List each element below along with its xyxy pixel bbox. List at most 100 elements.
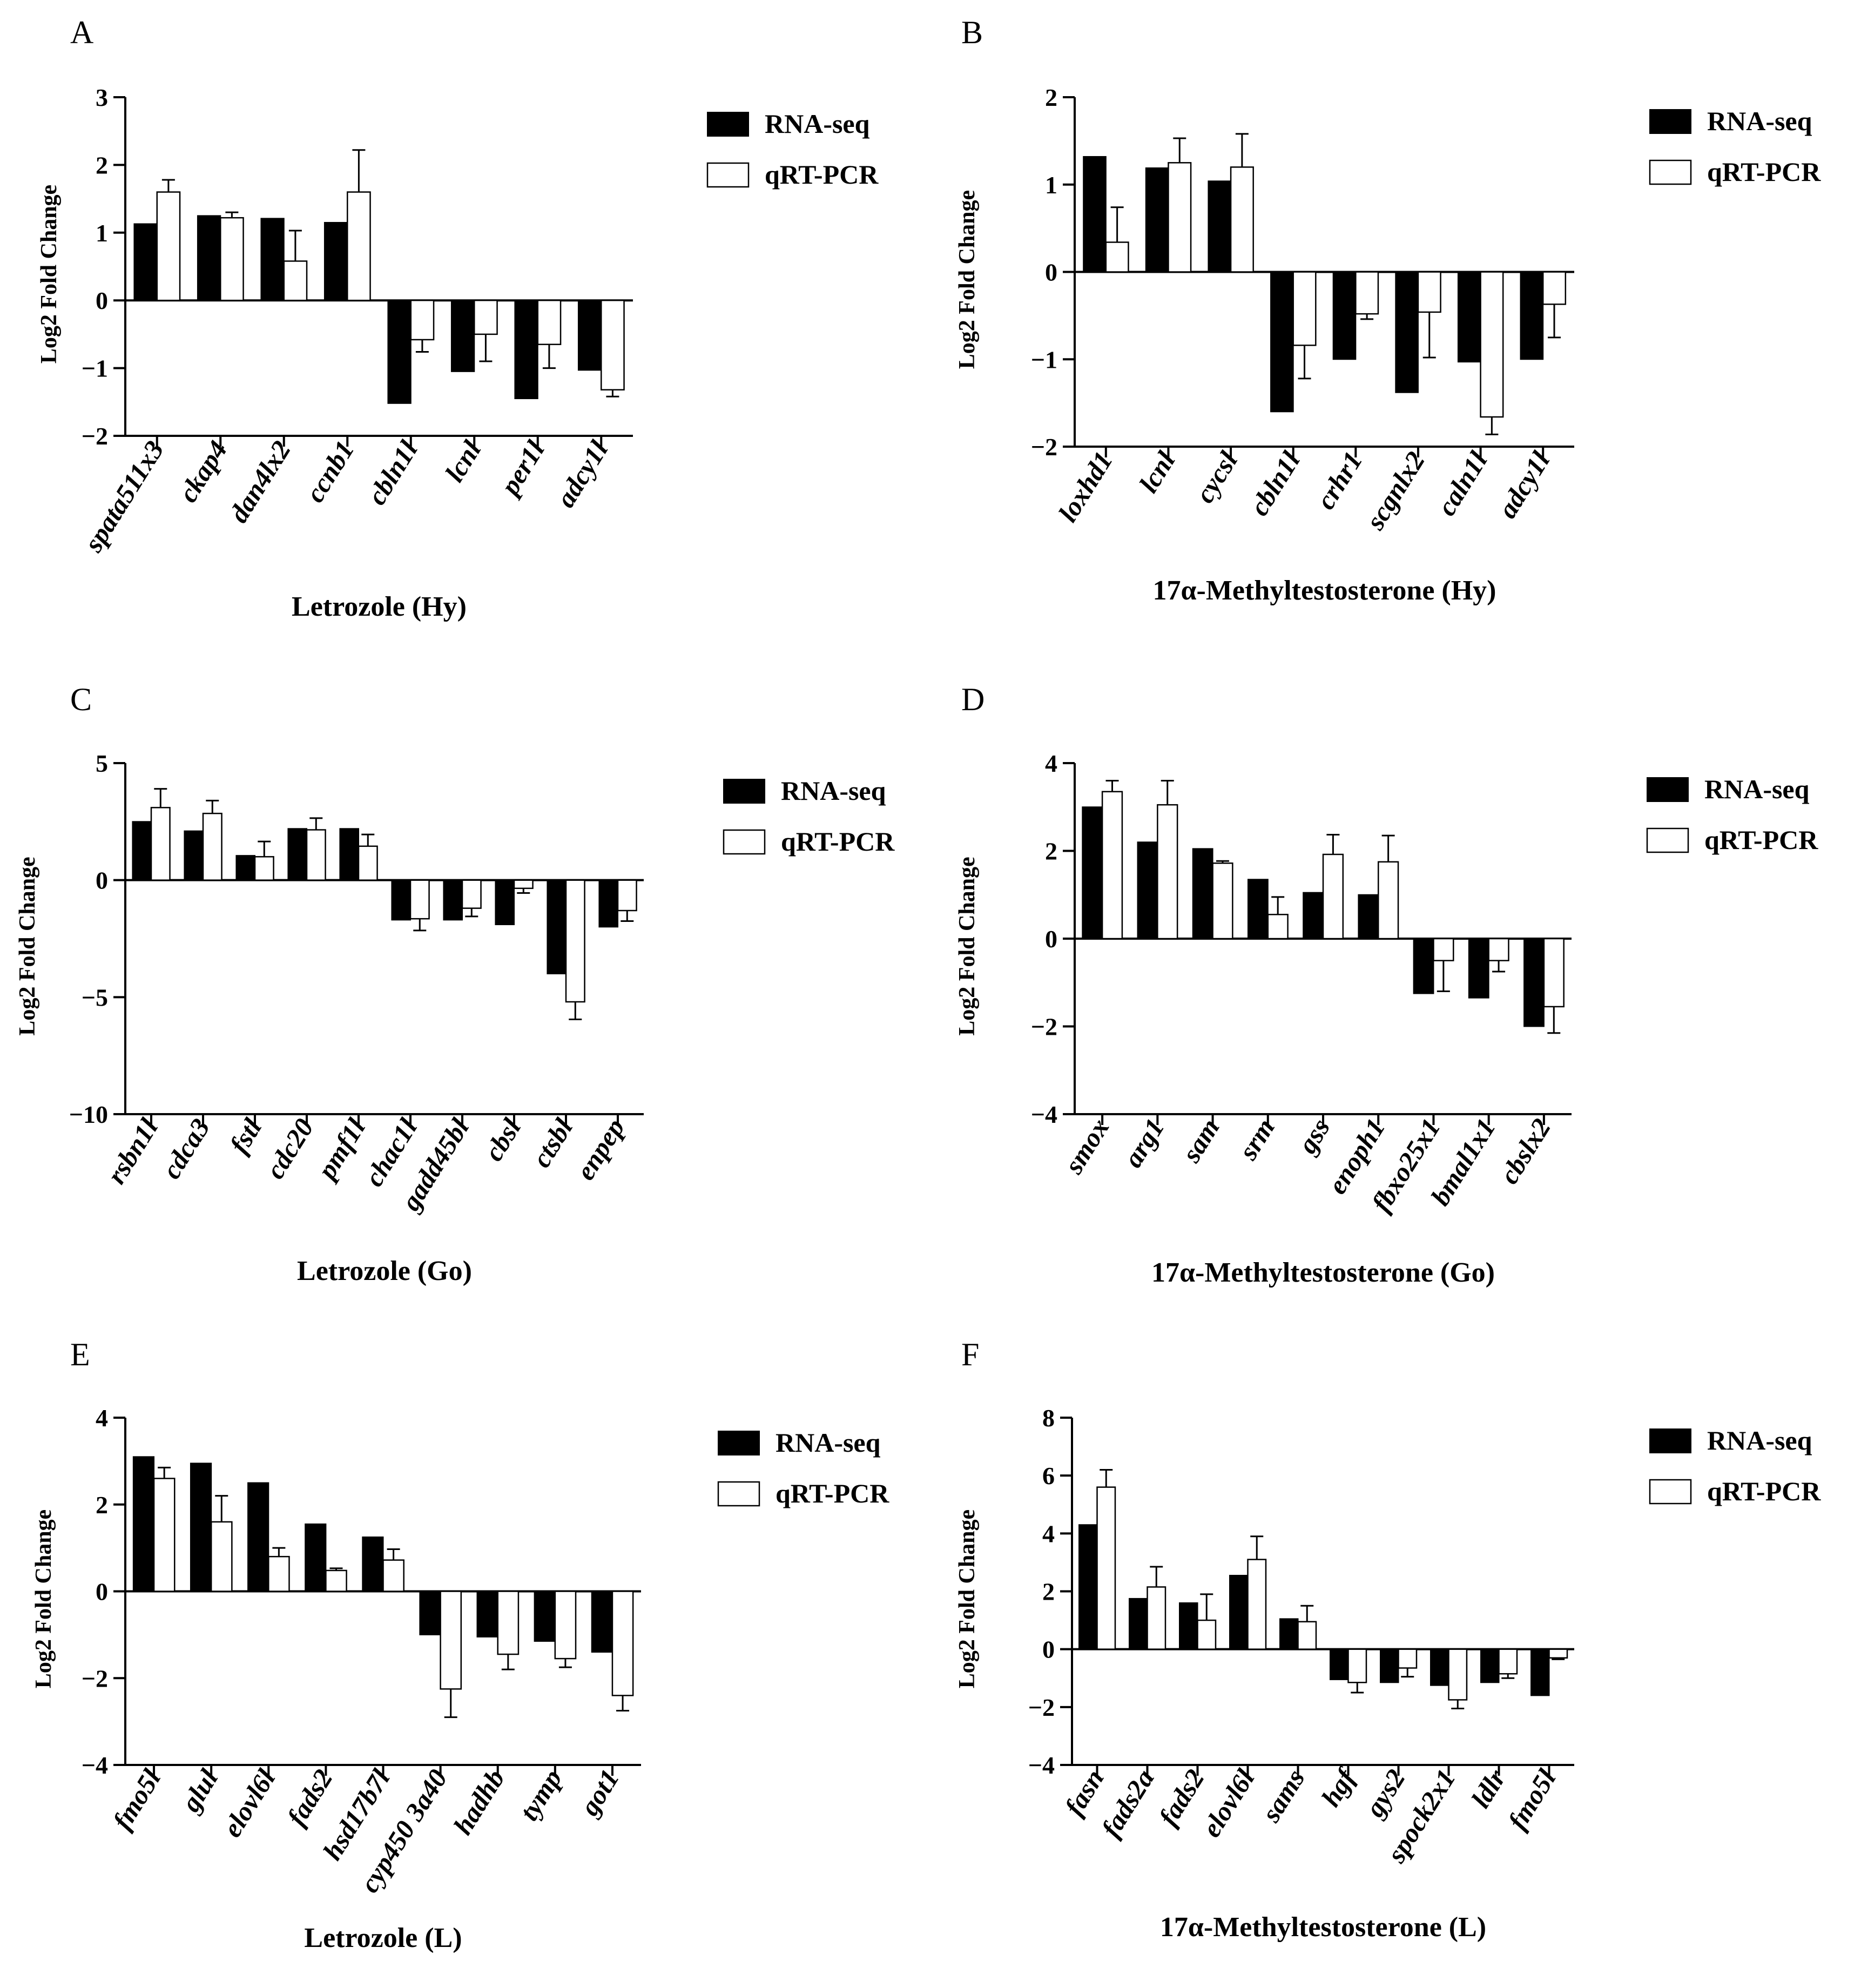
bar-qrt-pcr xyxy=(1096,1486,1116,1650)
x-axis-title: Letrozole (Hy) xyxy=(292,591,467,622)
legend-label-qrt-pcr: qRT-PCR xyxy=(1707,157,1821,187)
legend-label-rna-seq: RNA-seq xyxy=(781,776,886,806)
bar-qrt-pcr xyxy=(1101,791,1123,940)
bar-qrt-pcr xyxy=(150,807,171,881)
legend-swatch-rna-seq xyxy=(1649,1428,1691,1453)
y-tick-label: −4 xyxy=(1031,1101,1057,1128)
bar-rna-seq xyxy=(1083,156,1107,273)
bar-qrt-pcr xyxy=(474,299,498,335)
bar-qrt-pcr xyxy=(1498,1648,1518,1675)
bar-rna-seq xyxy=(197,215,221,301)
bar-rna-seq xyxy=(1430,1648,1449,1686)
y-tick-label: 0 xyxy=(96,1578,108,1606)
bar-rna-seq xyxy=(1413,938,1434,994)
y-tick-label: −10 xyxy=(69,1101,108,1128)
bar-rna-seq xyxy=(591,1591,613,1653)
panel-letter: B xyxy=(961,15,983,50)
bar-qrt-pcr xyxy=(1548,1648,1568,1659)
legend: RNA-seq qRT-PCR xyxy=(706,109,879,190)
bar-rna-seq xyxy=(476,1591,498,1637)
y-tick-label: 4 xyxy=(96,1404,108,1432)
bar-qrt-pcr xyxy=(382,1559,404,1592)
bar-rna-seq xyxy=(419,1591,441,1635)
bar-qrt-pcr xyxy=(410,299,435,341)
bar-qrt-pcr xyxy=(283,260,308,301)
legend-swatch-qrt-pcr xyxy=(717,1481,760,1507)
bar-rna-seq xyxy=(305,1523,327,1592)
x-axis-title: 17α-Methyltestosterone (L) xyxy=(1160,1912,1486,1943)
bar-qrt-pcr xyxy=(1168,162,1192,273)
bar-rna-seq xyxy=(133,223,158,301)
bar-rna-seq xyxy=(1208,180,1232,273)
y-tick-label: −2 xyxy=(1028,1694,1055,1721)
y-tick-label: 2 xyxy=(96,151,108,179)
bar-rna-seq xyxy=(1078,1524,1098,1650)
bar-qrt-pcr xyxy=(306,829,326,881)
bar-qrt-pcr xyxy=(1448,1648,1468,1701)
bar-qrt-pcr xyxy=(611,1591,634,1696)
x-axis-title: Letrozole (L) xyxy=(304,1923,462,1953)
y-tick-label: 0 xyxy=(96,867,108,894)
bar-qrt-pcr xyxy=(565,879,585,1003)
y-tick-label: −2 xyxy=(1031,433,1057,461)
bar-rna-seq xyxy=(1332,271,1357,360)
y-axis-title: Log2 Fold Change xyxy=(15,857,40,1035)
bar-qrt-pcr xyxy=(537,299,562,345)
bar-rna-seq xyxy=(1468,938,1489,999)
x-axis-title: 17α-Methyltestosterone (Go) xyxy=(1151,1257,1495,1288)
y-tick-label: 2 xyxy=(1045,838,1057,865)
bar-qrt-pcr xyxy=(497,1591,520,1655)
bar-rna-seq xyxy=(387,300,412,404)
bar-rna-seq xyxy=(534,1591,556,1642)
bar-qrt-pcr xyxy=(1105,241,1129,273)
bar-qrt-pcr xyxy=(617,879,637,912)
bar-qrt-pcr xyxy=(1230,166,1254,273)
bar-qrt-pcr xyxy=(461,879,482,909)
bar-qrt-pcr xyxy=(1542,271,1567,305)
bar-qrt-pcr xyxy=(1157,804,1178,940)
bar-rna-seq xyxy=(323,221,348,301)
y-tick-label: 0 xyxy=(1042,1636,1055,1663)
y-axis-title: Log2 Fold Change xyxy=(37,185,62,363)
y-axis-title: Log2 Fold Change xyxy=(955,857,980,1035)
bar-qrt-pcr xyxy=(202,812,222,881)
bar-rna-seq xyxy=(443,879,463,921)
bar-rna-seq xyxy=(1082,806,1103,939)
bar-rna-seq xyxy=(1145,167,1169,273)
panel-letter: D xyxy=(961,682,985,717)
panel-letter: A xyxy=(70,15,93,50)
bar-rna-seq xyxy=(339,828,360,881)
bar-rna-seq xyxy=(132,1456,155,1592)
legend: RNA-seq qRT-PCR xyxy=(723,776,895,857)
bar-qrt-pcr xyxy=(554,1591,577,1660)
legend-swatch-rna-seq xyxy=(1647,777,1689,802)
bar-rna-seq xyxy=(184,830,204,881)
legend-label-rna-seq: RNA-seq xyxy=(776,1427,881,1458)
bar-rna-seq xyxy=(1229,1575,1249,1650)
legend-swatch-rna-seq xyxy=(723,779,765,804)
bar-rna-seq xyxy=(1179,1602,1198,1650)
bar-qrt-pcr xyxy=(1543,938,1565,1008)
legend-label-qrt-pcr: qRT-PCR xyxy=(781,826,895,857)
bar-rna-seq xyxy=(190,1463,212,1592)
bar-qrt-pcr xyxy=(601,299,625,390)
bar-qrt-pcr xyxy=(220,217,244,301)
bar-qrt-pcr xyxy=(1355,271,1379,315)
y-tick-label: 4 xyxy=(1045,750,1057,777)
bar-rna-seq xyxy=(1457,271,1481,363)
legend-swatch-rna-seq xyxy=(1649,109,1691,134)
bar-rna-seq xyxy=(1303,892,1324,939)
legend: RNA-seq qRT-PCR xyxy=(1646,774,1818,855)
y-tick-label: 4 xyxy=(1042,1520,1055,1547)
bar-qrt-pcr xyxy=(268,1555,290,1592)
legend-swatch-qrt-pcr xyxy=(1646,827,1689,853)
legend: RNA-seq qRT-PCR xyxy=(1649,1425,1821,1506)
y-tick-label: 0 xyxy=(1045,259,1057,286)
y-tick-label: 2 xyxy=(1042,1578,1055,1606)
y-tick-label: −4 xyxy=(82,1751,108,1779)
panel-letter: C xyxy=(70,682,92,717)
x-axis-title: Letrozole (Go) xyxy=(297,1256,472,1286)
bar-rna-seq xyxy=(1330,1648,1349,1680)
bar-rna-seq xyxy=(1380,1648,1399,1683)
